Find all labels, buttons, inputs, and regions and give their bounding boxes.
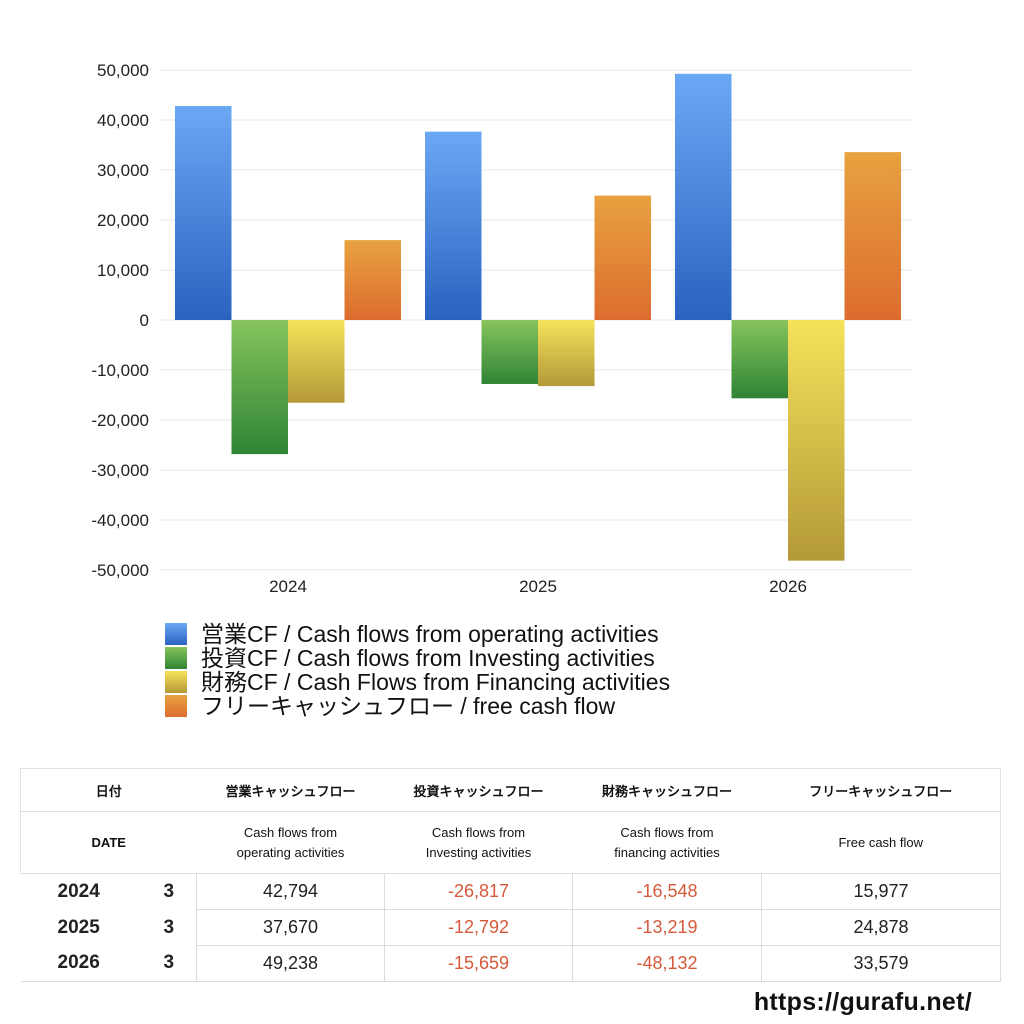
header-operating: 営業キャッシュフロー: [196, 768, 385, 812]
row-month: 3: [146, 945, 197, 982]
bar-investing-2024: [231, 320, 288, 455]
y-axis-ticks: 50,000 40,000 30,000 20,000 10,000 0 -10,000 -2…: [91, 61, 149, 580]
subheader-free-cash-flow: Free cash flow: [761, 811, 1002, 874]
chart-bars: [175, 73, 901, 561]
table-row: 2024 3 42,794 -26,817 -16,548 15,977: [21, 873, 1002, 910]
legend-swatch-operating: [165, 623, 187, 645]
bar-free-cash-flow-2026: [844, 152, 901, 320]
bar-operating-2025: [425, 131, 482, 320]
cash-flow-table: 日付 営業キャッシュフロー 投資キャッシュフロー 財務キャッシュフロー フリーキ…: [19, 768, 1002, 982]
subheader-financing: Cash flows from financing activities: [572, 811, 762, 874]
cell-investing: -26,817: [384, 873, 574, 910]
cell-free-cash-flow: 33,579: [761, 945, 1002, 982]
y-tick-label: 30,000: [97, 161, 149, 180]
y-tick-label: 40,000: [97, 111, 149, 130]
cell-free-cash-flow: 15,977: [761, 873, 1002, 910]
cell-financing: -13,219: [572, 909, 763, 946]
y-tick-label: 20,000: [97, 211, 149, 230]
table-row: 2026 3 49,238 -15,659 -48,132 33,579: [20, 945, 1002, 982]
bar-free-cash-flow-2025: [594, 195, 651, 320]
legend-item-financing: 財務CF / Cash Flows from Financing activit…: [165, 670, 670, 694]
legend-swatch-financing: [165, 671, 187, 693]
legend-item-investing: 投資CF / Cash flows from Investing activit…: [165, 646, 670, 670]
header-financing: 財務キャッシュフロー: [572, 768, 762, 812]
table-row: 2025 3 37,670 -12,792 -13,219 24,878: [21, 909, 1002, 946]
y-tick-label: -30,000: [91, 461, 149, 480]
table-subheader-row: DATE Cash flows from operating activities…: [19, 811, 1002, 874]
y-tick-label: 0: [140, 311, 149, 330]
x-tick-label: 2026: [769, 577, 807, 596]
header-date: 日付: [19, 768, 197, 812]
x-axis-ticks: 2024 2025 2026: [269, 577, 807, 596]
site-url[interactable]: https://gurafu.net/: [753, 988, 972, 1016]
y-tick-label: 50,000: [97, 61, 149, 80]
y-tick-label: -10,000: [91, 361, 149, 380]
y-tick-label: -20,000: [91, 411, 149, 430]
cell-financing: -48,132: [572, 945, 763, 982]
cell-operating: 49,238: [196, 945, 386, 982]
bar-financing-2026: [788, 320, 845, 561]
cash-flow-bar-chart: 50,000 40,000 30,000 20,000 10,000 0 -10,000 -2…: [91, 61, 913, 596]
bar-financing-2025: [538, 320, 595, 387]
bar-operating-2024: [175, 106, 232, 320]
bar-investing-2025: [481, 320, 538, 384]
y-tick-label: -40,000: [91, 511, 149, 530]
bar-free-cash-flow-2024: [344, 240, 401, 320]
cell-investing: -15,659: [384, 945, 574, 982]
subheader-operating: Cash flows from operating activities: [196, 811, 385, 874]
legend-label-investing: 投資CF / Cash flows from Investing activit…: [201, 645, 655, 671]
row-month: 3: [163, 880, 175, 902]
row-month: 3: [163, 916, 175, 938]
legend-label-financing: 財務CF / Cash Flows from Financing activit…: [201, 669, 671, 695]
header-free-cash-flow: フリーキャッシュフロー: [761, 768, 1002, 812]
x-tick-label: 2024: [269, 577, 307, 596]
legend-label-operating: 営業CF / Cash flows from operating activit…: [201, 621, 659, 647]
cell-free-cash-flow: 24,878: [761, 909, 1002, 946]
y-tick-label: 10,000: [97, 261, 149, 280]
row-year: 2024: [57, 880, 100, 902]
bar-operating-2026: [675, 73, 732, 320]
cell-investing: -12,792: [384, 909, 574, 946]
bar-investing-2026: [731, 320, 788, 399]
bar-financing-2024: [288, 320, 345, 403]
cell-operating: 37,670: [196, 909, 386, 946]
x-tick-label: 2025: [519, 577, 557, 596]
row-year: 2025: [57, 916, 100, 938]
legend-swatch-investing: [165, 647, 187, 669]
legend-item-free-cash-flow: フリーキャッシュフロー / free cash flow: [165, 694, 670, 718]
y-tick-label: -50,000: [91, 561, 149, 580]
legend-swatch-free-cash-flow: [165, 695, 187, 717]
chart-legend: 営業CF / Cash flows from operating activit…: [165, 622, 670, 718]
table-header-row: 日付 営業キャッシュフロー 投資キャッシュフロー 財務キャッシュフロー フリーキ…: [19, 768, 1002, 812]
cell-financing: -16,548: [572, 873, 763, 910]
cell-operating: 42,794: [196, 873, 386, 910]
subheader-date: DATE: [19, 811, 197, 874]
subheader-investing: Cash flows from Investing activities: [384, 811, 573, 874]
row-year: 2026: [20, 945, 147, 982]
legend-label-free-cash-flow: フリーキャッシュフロー / free cash flow: [201, 693, 616, 719]
legend-item-operating: 営業CF / Cash flows from operating activit…: [165, 622, 670, 646]
header-investing: 投資キャッシュフロー: [384, 768, 573, 812]
